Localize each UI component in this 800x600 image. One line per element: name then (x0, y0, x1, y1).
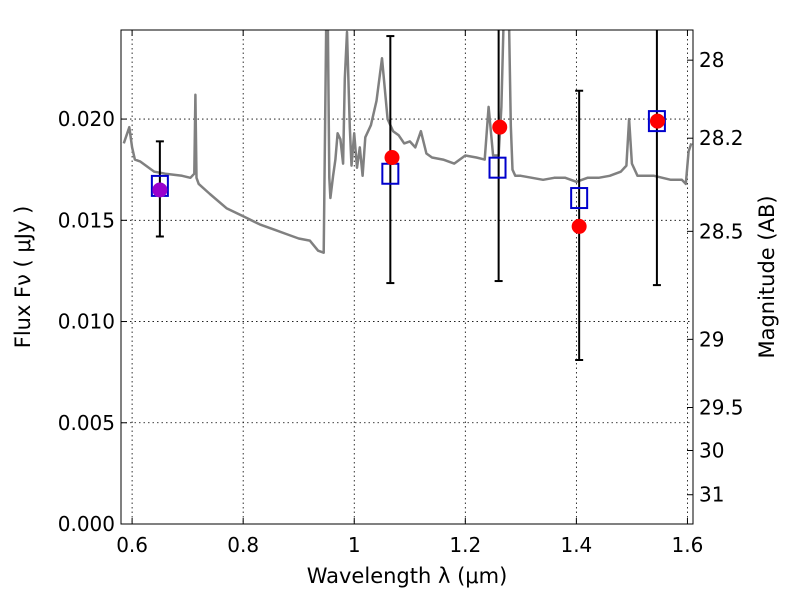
model-square-marker (570, 187, 589, 210)
y2-tick-label: 29 (699, 327, 724, 351)
y2-tick-label: 31 (699, 483, 724, 507)
observed-circle-marker (649, 113, 665, 129)
observed-circle-marker (492, 119, 508, 135)
x-tick-label: 0.8 (227, 533, 259, 557)
observed-circle-marker (152, 182, 168, 198)
ticks-layer: 0.6 0.8 1 1.2 1.4 1.6 0.000 0.005 0.010 0.015 0.02… (58, 30, 744, 557)
x-tick-label: 1.6 (672, 533, 704, 557)
plot-frame (120, 29, 694, 525)
y-tick-label: 0.020 (58, 107, 115, 131)
y-tick-label: 0.005 (58, 411, 115, 435)
y-tick-label: 0.010 (58, 310, 115, 334)
y-tick-label: 0.015 (58, 208, 115, 232)
x-tick-label: 1.4 (560, 533, 592, 557)
x-tick-label: 1.2 (449, 533, 481, 557)
y2-tick-label: 28 (699, 48, 724, 72)
y2-tick-label: 30 (699, 438, 724, 462)
x-tick-label: 1 (348, 533, 361, 557)
observed-circle-marker (384, 150, 400, 166)
x-axis-label: Wavelength λ (μm) (307, 564, 508, 588)
y2-tick-label: 28.2 (699, 126, 744, 150)
spectrum-line (122, 30, 693, 254)
observed-circle-marker (571, 218, 587, 234)
y2-tick-label: 29.5 (699, 395, 744, 419)
x-tick-label: 0.6 (116, 533, 148, 557)
plot-layer (122, 30, 693, 362)
model-square-marker (488, 156, 507, 179)
y-axis-label: Flux Fν ( μJy ) (11, 206, 35, 349)
y-tick-label: 0.000 (58, 512, 115, 536)
grid-layer (121, 30, 693, 524)
y2-axis-label: Magnitude (AB) (755, 195, 779, 358)
y2-tick-label: 28.5 (699, 219, 744, 243)
